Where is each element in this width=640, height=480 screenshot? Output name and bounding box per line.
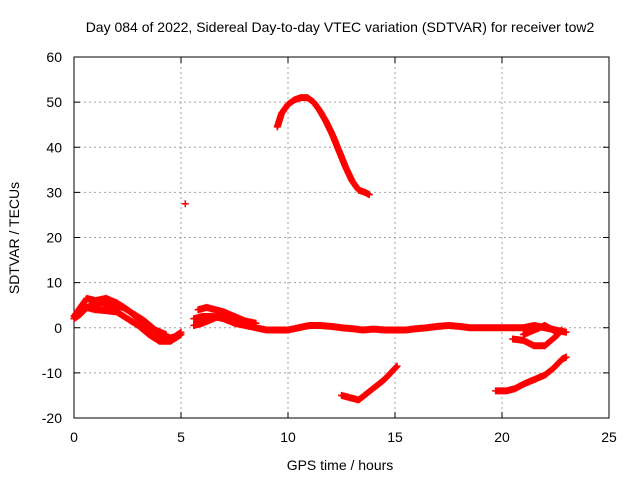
series-arc-low-2 <box>492 353 570 395</box>
series-track-f <box>190 310 238 329</box>
y-tick-label: 10 <box>46 275 62 291</box>
axis-ticks: 0 5 10 15 20 25 -20 -10 0 10 20 30 40 50 60 <box>42 49 617 445</box>
x-axis-label: GPS time / hours <box>287 457 394 473</box>
y-tick-label: 30 <box>46 184 62 200</box>
y-tick-label: 50 <box>46 94 62 110</box>
x-tick-label: 5 <box>177 429 185 445</box>
series-track-c <box>76 299 170 338</box>
data-marks <box>70 94 570 404</box>
grid-lines <box>74 57 609 418</box>
y-tick-label: -10 <box>42 365 62 381</box>
series-isolated <box>181 200 189 208</box>
y-axis-label: SDTVAR / TECUs <box>6 182 22 294</box>
x-tick-label: 10 <box>280 429 296 445</box>
y-tick-label: -20 <box>42 410 62 426</box>
x-tick-label: 20 <box>494 429 510 445</box>
series-track-h <box>519 322 559 338</box>
y-tick-label: 60 <box>46 49 62 65</box>
x-tick-label: 0 <box>70 429 78 445</box>
x-tick-label: 25 <box>601 429 617 445</box>
y-tick-label: 0 <box>54 320 62 336</box>
x-tick-label: 15 <box>387 429 403 445</box>
series-arc-low-1 <box>338 362 401 404</box>
series-track-d <box>190 313 570 336</box>
chart-title: Day 084 of 2022, Sidereal Day-to-day VTE… <box>86 19 595 35</box>
y-tick-label: 20 <box>46 230 62 246</box>
series-track-g <box>509 326 566 350</box>
y-tick-label: 40 <box>46 139 62 155</box>
series-arc-high <box>273 94 373 199</box>
